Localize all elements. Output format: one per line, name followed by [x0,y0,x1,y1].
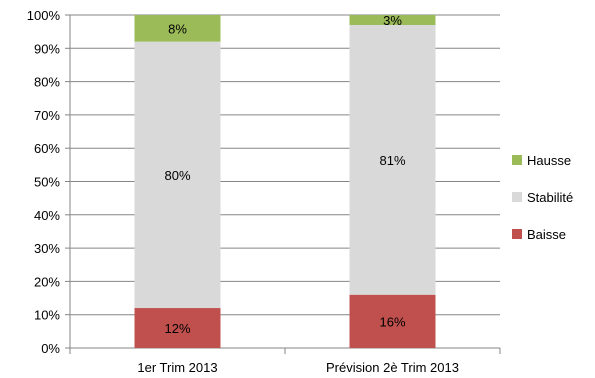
legend-swatch [512,192,522,202]
y-tick-label: 40% [34,208,60,223]
data-label: 16% [379,314,405,329]
legend-label: Stabilité [527,190,573,205]
y-tick-label: 90% [34,41,60,56]
y-tick-label: 100% [27,8,61,23]
bar-segment [349,15,436,25]
y-tick-label: 70% [34,108,60,123]
x-tick-label: Prévision 2è Trim 2013 [326,360,459,375]
legend-swatch [512,229,522,239]
data-label: 3% [383,13,402,28]
data-label: 8% [168,21,187,36]
y-tick-label: 50% [34,175,60,190]
legend-swatch [512,155,522,165]
x-tick-label: 1er Trim 2013 [137,360,217,375]
bar-segment [134,41,221,309]
bar-segment [349,24,436,295]
bar-segment [349,294,436,348]
bar-segment [134,15,221,42]
y-tick-label: 30% [34,241,60,256]
legend-label: Hausse [527,153,571,168]
data-label: 81% [379,153,405,168]
data-label: 80% [164,168,190,183]
y-tick-label: 0% [41,341,60,356]
y-tick-label: 10% [34,308,60,323]
y-tick-label: 60% [34,141,60,156]
bar-segment [134,308,221,348]
data-label: 12% [164,321,190,336]
legend-label: Baisse [527,227,566,242]
y-tick-label: 20% [34,274,60,289]
y-tick-label: 80% [34,75,60,90]
